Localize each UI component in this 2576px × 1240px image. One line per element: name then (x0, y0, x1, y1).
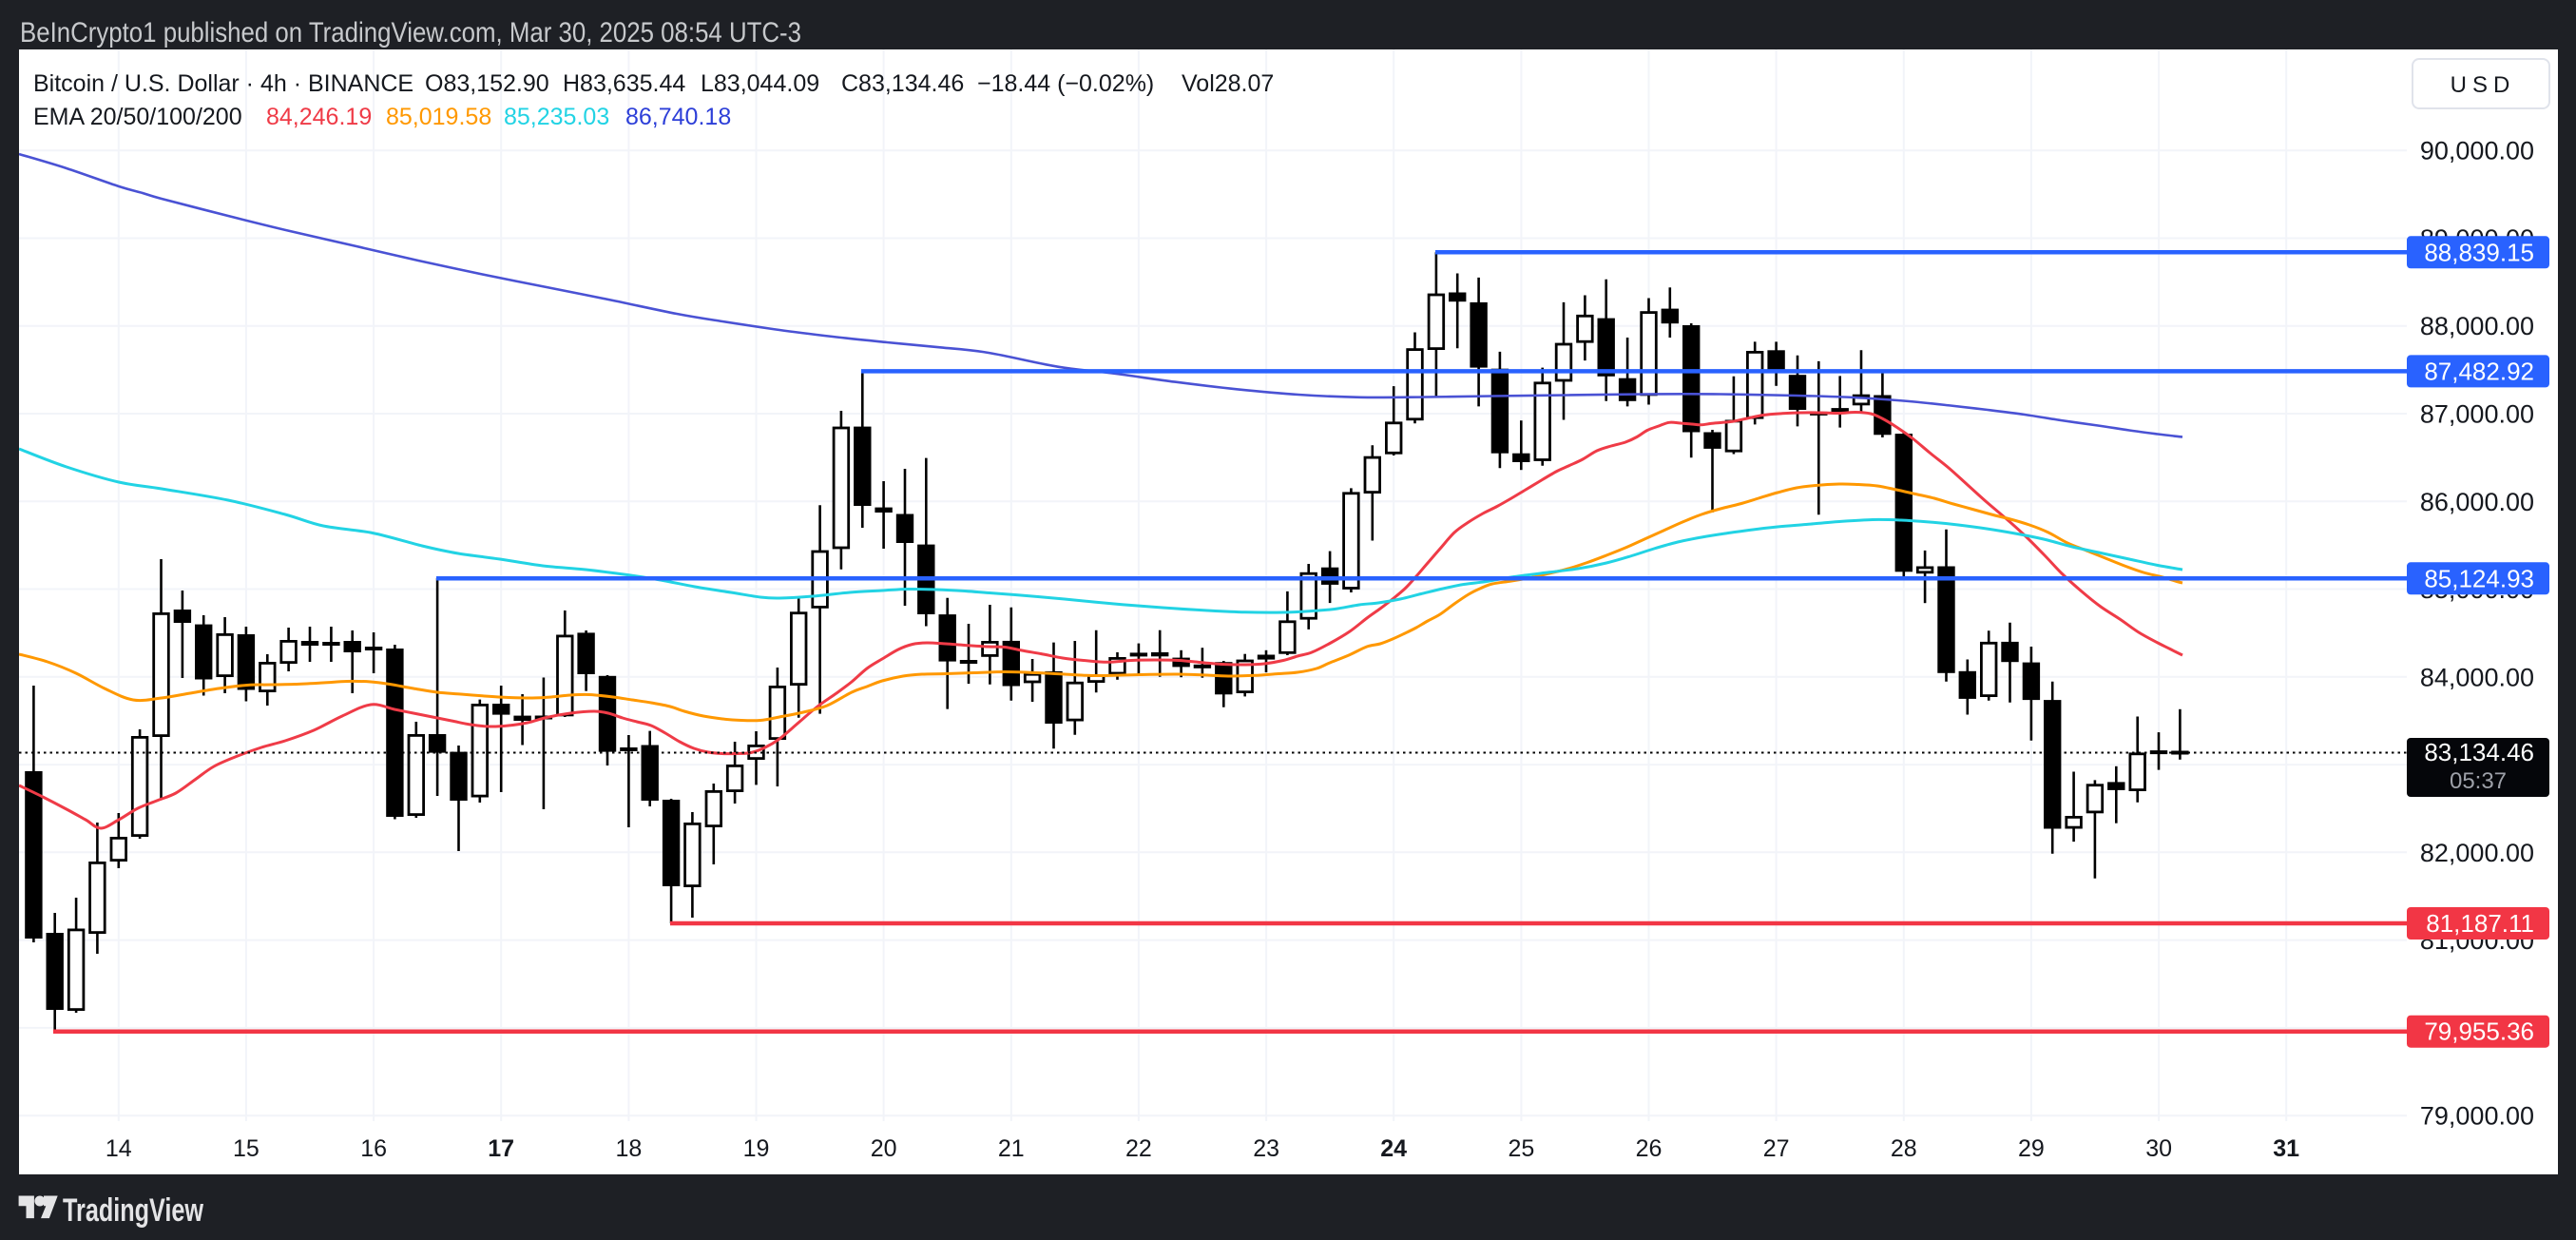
svg-text:82,000.00: 82,000.00 (2420, 839, 2534, 867)
svg-text:84,000.00: 84,000.00 (2420, 663, 2534, 691)
svg-text:18: 18 (615, 1135, 642, 1162)
svg-text:14: 14 (106, 1135, 132, 1162)
svg-text:24: 24 (1380, 1135, 1407, 1162)
svg-text:28: 28 (1891, 1135, 1917, 1162)
svg-text:Bitcoin / U.S. Dollar · 4h · B: Bitcoin / U.S. Dollar · 4h · BINANCE (33, 70, 413, 97)
svg-text:15: 15 (233, 1135, 260, 1162)
svg-text:26: 26 (1636, 1135, 1663, 1162)
svg-text:−18.44 (−0.02%): −18.44 (−0.02%) (977, 70, 1154, 97)
svg-text:19: 19 (743, 1135, 770, 1162)
svg-text:23: 23 (1253, 1135, 1279, 1162)
svg-text:87,482.92: 87,482.92 (2424, 357, 2534, 385)
svg-text:90,000.00: 90,000.00 (2420, 137, 2534, 165)
svg-text:88,839.15: 88,839.15 (2424, 238, 2534, 266)
svg-text:27: 27 (1763, 1135, 1790, 1162)
svg-text:17: 17 (488, 1135, 514, 1162)
svg-text:29: 29 (2018, 1135, 2045, 1162)
svg-text:22: 22 (1125, 1135, 1152, 1162)
svg-text:79,955.36: 79,955.36 (2424, 1017, 2534, 1046)
svg-text:25: 25 (1508, 1135, 1534, 1162)
svg-text:Vol28.07: Vol28.07 (1182, 70, 1274, 97)
svg-text:21: 21 (998, 1135, 1025, 1162)
svg-text:86,000.00: 86,000.00 (2420, 488, 2534, 516)
svg-text:83,134.46: 83,134.46 (2424, 738, 2534, 766)
svg-text:79,000.00: 79,000.00 (2420, 1102, 2534, 1131)
svg-text:88,000.00: 88,000.00 (2420, 312, 2534, 340)
svg-text:86,740.18: 86,740.18 (625, 104, 731, 130)
svg-text:81,187.11: 81,187.11 (2426, 909, 2534, 938)
svg-text:C83,134.46: C83,134.46 (841, 70, 964, 97)
svg-text:05:37: 05:37 (2450, 768, 2507, 794)
svg-text:O83,152.90: O83,152.90 (425, 70, 549, 97)
svg-text:BeInCrypto1 published on Tradi: BeInCrypto1 published on TradingView.com… (20, 17, 801, 48)
svg-text:85,235.03: 85,235.03 (504, 104, 609, 130)
svg-text:L83,044.09: L83,044.09 (701, 70, 819, 97)
svg-text:TradingView: TradingView (63, 1192, 203, 1229)
svg-text:31: 31 (2273, 1135, 2299, 1162)
svg-text:87,000.00: 87,000.00 (2420, 400, 2534, 429)
svg-text:H83,635.44: H83,635.44 (563, 70, 685, 97)
svg-text:USD: USD (2451, 72, 2516, 98)
svg-text:85,124.93: 85,124.93 (2424, 564, 2534, 592)
svg-text:EMA 20/50/100/200: EMA 20/50/100/200 (33, 104, 242, 130)
svg-text:16: 16 (360, 1135, 387, 1162)
svg-text:85,019.58: 85,019.58 (386, 104, 491, 130)
svg-text:84,246.19: 84,246.19 (266, 104, 372, 130)
svg-text:30: 30 (2145, 1135, 2172, 1162)
svg-text:20: 20 (871, 1135, 897, 1162)
